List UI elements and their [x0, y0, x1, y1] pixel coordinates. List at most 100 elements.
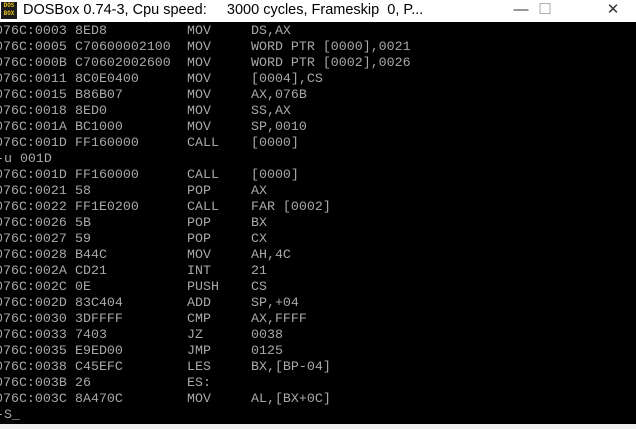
machine-code: C45EFC	[75, 359, 123, 374]
address: 076C:002D	[0, 295, 67, 310]
minimize-button[interactable]: —	[513, 1, 529, 18]
disassembly-line: 076C:0035 E9ED00 JMP 0125	[0, 343, 636, 359]
disassembly-line: 076C:0021 58 POP AX	[0, 183, 636, 199]
machine-code: B44C	[75, 247, 107, 262]
address: 076C:0030	[0, 311, 67, 326]
close-button[interactable]: ✕	[606, 1, 620, 18]
machine-code: CD21	[75, 263, 107, 278]
operands: 0038	[251, 327, 283, 342]
machine-code: 8A470C	[75, 391, 123, 406]
address: 076C:0038	[0, 359, 67, 374]
address: 076C:0028	[0, 247, 67, 262]
machine-code: 8C0E0400	[75, 71, 139, 86]
operands: FAR [0002]	[251, 199, 331, 214]
window-bottom-border	[0, 424, 636, 429]
mnemonic: MOV	[187, 55, 211, 70]
machine-code: C70602002600	[75, 55, 171, 70]
mnemonic: MOV	[187, 71, 211, 86]
address: 076C:0018	[0, 103, 67, 118]
operands: SS,AX	[251, 103, 291, 118]
command-line: -S_	[0, 407, 636, 423]
operands: [0000]	[251, 135, 299, 150]
operands: 21	[251, 263, 267, 278]
operands: SP,+04	[251, 295, 299, 310]
mnemonic: ADD	[187, 295, 211, 310]
disassembly-line: 076C:0011 8C0E0400 MOV [0004],CS	[0, 71, 636, 87]
address: 076C:0035	[0, 343, 67, 358]
address: 076C:0011	[0, 71, 67, 86]
machine-code: 58	[75, 183, 91, 198]
address: 076C:003B	[0, 375, 67, 390]
disassembly-line: 076C:0018 8ED0 MOV SS,AX	[0, 103, 636, 119]
operands: DS,AX	[251, 23, 291, 38]
machine-code: 26	[75, 375, 91, 390]
dos-terminal[interactable]: 076C:0003 8ED8 MOV DS,AX 076C:0005 C706000021…	[0, 22, 636, 424]
machine-code: 7403	[75, 327, 107, 342]
mnemonic: CALL	[187, 167, 219, 182]
command-text: -u 001D	[0, 151, 52, 166]
machine-code: 8ED8	[75, 23, 107, 38]
maximize-button[interactable]: ☐	[538, 1, 552, 18]
machine-code: BC1000	[75, 119, 123, 134]
mnemonic: POP	[187, 183, 211, 198]
address: 076C:001D	[0, 135, 67, 150]
disassembly-line: 076C:0038 C45EFC LES BX,[BP-04]	[0, 359, 636, 375]
address: 076C:003C	[0, 391, 67, 406]
operands: SP,0010	[251, 119, 307, 134]
mnemonic: JZ	[187, 327, 203, 342]
machine-code: 5B	[75, 215, 91, 230]
disassembly-line: 076C:002C 0E PUSH CS	[0, 279, 636, 295]
mnemonic: MOV	[187, 247, 211, 262]
mnemonic: MOV	[187, 103, 211, 118]
operands: [0000]	[251, 167, 299, 182]
disassembly-line: 076C:001A BC1000 MOV SP,0010	[0, 119, 636, 135]
disassembly-line: 076C:003B 26 ES:	[0, 375, 636, 391]
mnemonic: MOV	[187, 119, 211, 134]
address: 076C:002C	[0, 279, 67, 294]
disassembly-line: 076C:0026 5B POP BX	[0, 215, 636, 231]
operands: WORD PTR [0000],0021	[251, 39, 411, 54]
command-line: -u 001D	[0, 151, 636, 167]
operands: AX	[251, 183, 267, 198]
disassembly-line: 076C:0027 59 POP CX	[0, 231, 636, 247]
mnemonic: MOV	[187, 87, 211, 102]
title-bar: DOS BOX DOSBox 0.74-3, Cpu speed: 3000 c…	[0, 0, 636, 22]
address: 076C:0015	[0, 87, 67, 102]
machine-code: FF1E0200	[75, 199, 139, 214]
mnemonic: INT	[187, 263, 211, 278]
address: 076C:0033	[0, 327, 67, 342]
disassembly-line: 076C:0015 B86B07 MOV AX,076B	[0, 87, 636, 103]
disassembly-line: 076C:000B C70602002600 MOV WORD PTR [0002],…	[0, 55, 636, 71]
disassembly-line: 076C:003C 8A470C MOV AL,[BX+0C]	[0, 391, 636, 407]
mnemonic: JMP	[187, 343, 211, 358]
disassembly-line: 076C:0003 8ED8 MOV DS,AX	[0, 23, 636, 39]
mnemonic: MOV	[187, 23, 211, 38]
machine-code: B86B07	[75, 87, 123, 102]
disassembly-line: 076C:0033 7403 JZ 0038	[0, 327, 636, 343]
mnemonic: POP	[187, 215, 211, 230]
machine-code: FF160000	[75, 167, 139, 182]
machine-code: 59	[75, 231, 91, 246]
address: 076C:0027	[0, 231, 67, 246]
operands: AX,FFFF	[251, 311, 307, 326]
mnemonic: LES	[187, 359, 211, 374]
machine-code: 3DFFFF	[75, 311, 123, 326]
machine-code: FF160000	[75, 135, 139, 150]
mnemonic: POP	[187, 231, 211, 246]
operands: 0125	[251, 343, 283, 358]
operands: AL,[BX+0C]	[251, 391, 331, 406]
machine-code: C70600002100	[75, 39, 171, 54]
address: 076C:0022	[0, 199, 67, 214]
operands: CS	[251, 279, 267, 294]
dosbox-icon: DOS BOX	[1, 2, 17, 19]
mnemonic: CMP	[187, 311, 211, 326]
address: 076C:001D	[0, 167, 67, 182]
disassembly-line: 076C:0022 FF1E0200 CALL FAR [0002]	[0, 199, 636, 215]
address: 076C:001A	[0, 119, 67, 134]
machine-code: 0E	[75, 279, 91, 294]
operands: CX	[251, 231, 267, 246]
operands: BX,[BP-04]	[251, 359, 331, 374]
operands: WORD PTR [0002],0026	[251, 55, 411, 70]
mnemonic: ES:	[187, 375, 211, 390]
disassembly-line: 076C:001D FF160000 CALL [0000]	[0, 135, 636, 151]
